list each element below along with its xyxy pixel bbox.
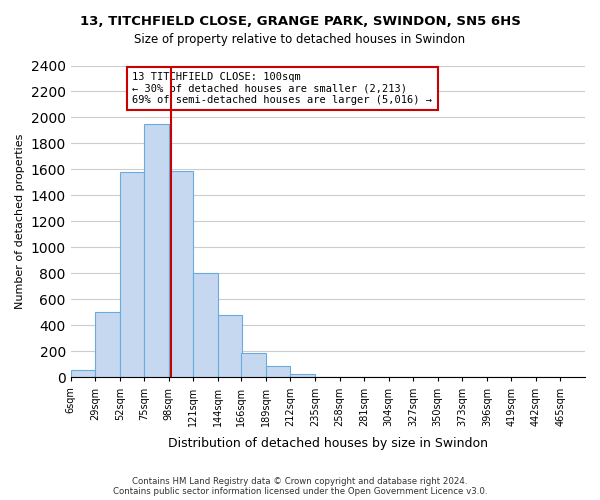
Text: 13, TITCHFIELD CLOSE, GRANGE PARK, SWINDON, SN5 6HS: 13, TITCHFIELD CLOSE, GRANGE PARK, SWIND…: [80, 15, 520, 28]
Bar: [266, 366, 290, 378]
Text: Contains HM Land Registry data © Crown copyright and database right 2024.: Contains HM Land Registry data © Crown c…: [132, 477, 468, 486]
Text: Size of property relative to detached houses in Swindon: Size of property relative to detached ho…: [134, 32, 466, 46]
X-axis label: Distribution of detached houses by size in Swindon: Distribution of detached houses by size …: [168, 437, 488, 450]
Bar: [218, 315, 242, 378]
Bar: [193, 274, 218, 378]
Bar: [95, 312, 120, 378]
Bar: [144, 124, 169, 378]
Bar: [241, 353, 266, 378]
Bar: [120, 172, 144, 378]
Text: 13 TITCHFIELD CLOSE: 100sqm
← 30% of detached houses are smaller (2,213)
69% of : 13 TITCHFIELD CLOSE: 100sqm ← 30% of det…: [133, 72, 433, 105]
Bar: [71, 370, 95, 378]
Bar: [290, 374, 315, 378]
Text: Contains public sector information licensed under the Open Government Licence v3: Contains public sector information licen…: [113, 487, 487, 496]
Bar: [169, 171, 193, 378]
Y-axis label: Number of detached properties: Number of detached properties: [15, 134, 25, 309]
